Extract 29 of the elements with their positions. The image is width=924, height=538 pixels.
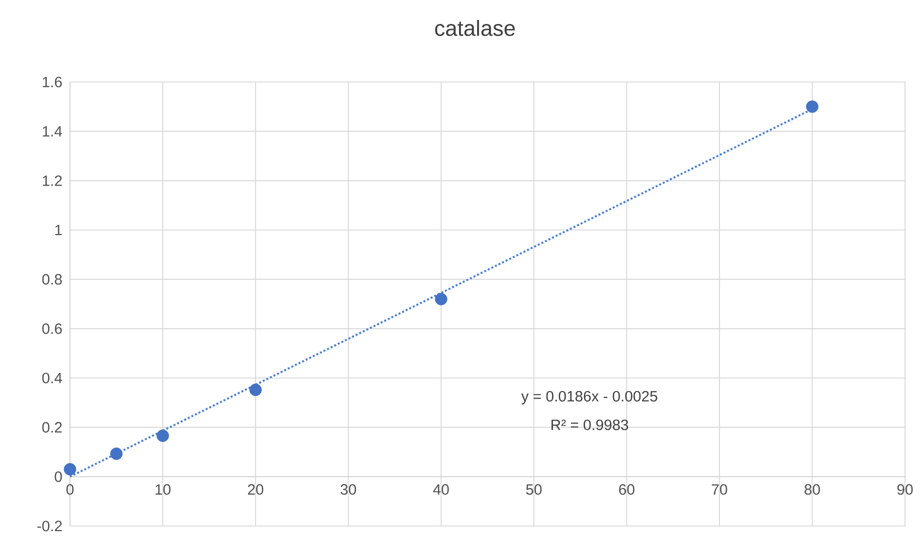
x-tick-label: 40 [433,484,449,495]
point [110,448,123,460]
x-tick-label: 30 [340,484,356,495]
y-tick-label: 1.6 [42,76,62,88]
chart-title: catalase [435,20,515,36]
y-tick-label: 1.2 [42,175,62,186]
x-tick-label: 50 [526,484,542,495]
y-tick-label: 0.6 [42,323,62,334]
y-tick-label: 0 [54,471,62,482]
y-tick-label: -0.2 [37,520,62,532]
annotation: R² = 0.9983 [552,420,628,430]
point [806,100,818,113]
x-tick-label: 70 [712,484,728,495]
y-tick-label: 1 [55,224,62,236]
y-tick-label: 0.4 [42,372,62,384]
x-tick-label: 10 [156,484,170,495]
x-tick-label: 80 [804,484,820,495]
point [434,292,448,306]
point [64,463,76,476]
x-tick-label: 90 [897,484,913,495]
x-tick-label: 0 [66,484,74,495]
x-tick-label: 20 [248,484,264,495]
y-tick-label: 0.2 [42,422,62,433]
point [156,430,169,442]
x-tick-label: 60 [619,484,634,495]
y-tick-label: 0.8 [42,274,62,285]
y-tick-label: 1.4 [42,126,62,136]
annotation: y = 0.0186x - 0.0025 [521,390,658,404]
point [249,384,262,396]
